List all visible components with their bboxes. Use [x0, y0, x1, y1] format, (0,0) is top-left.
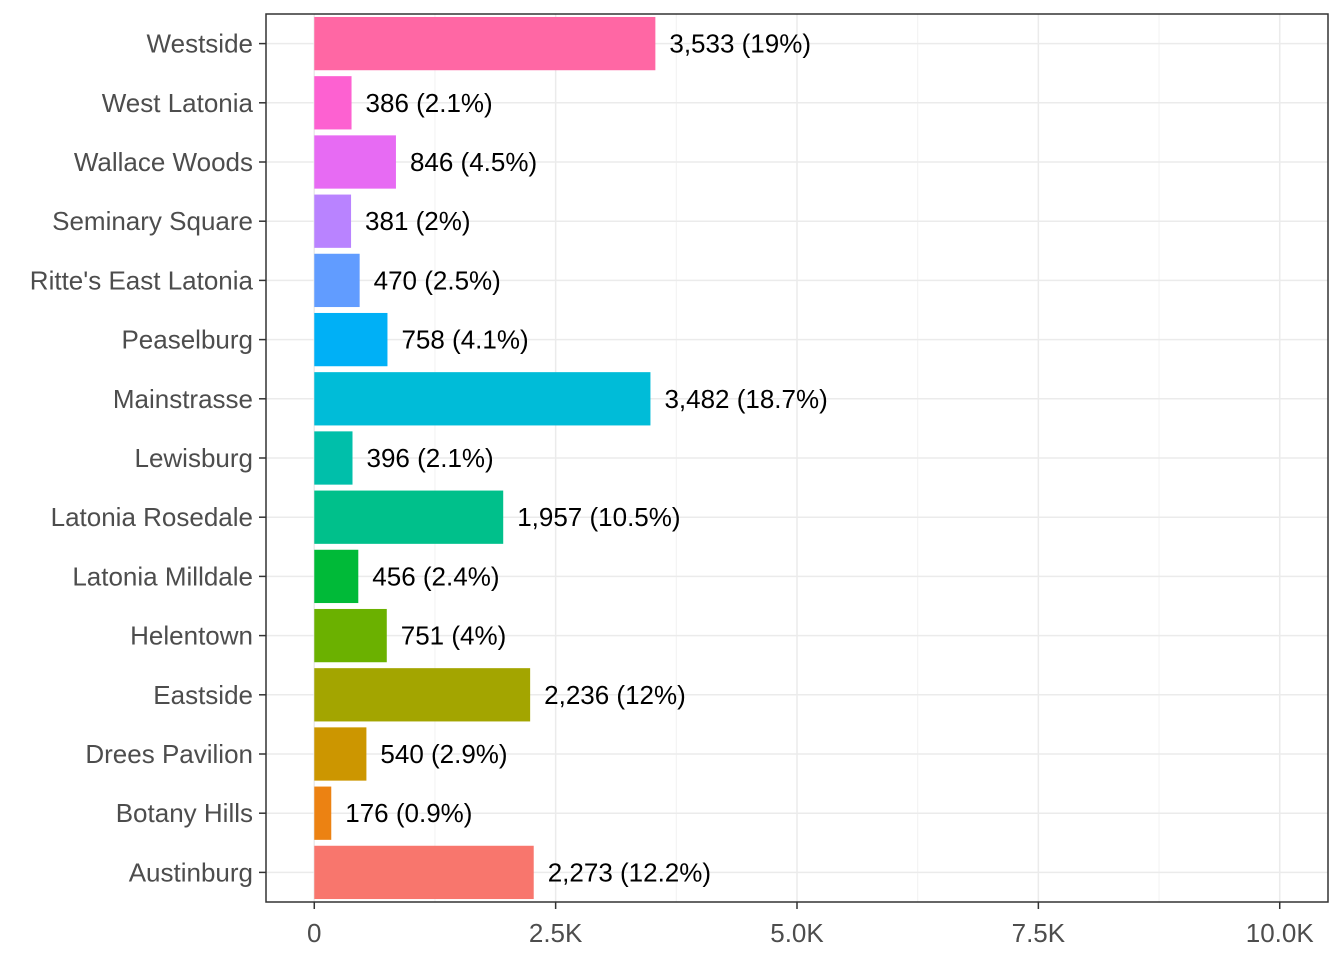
bar-mainstrasse — [314, 372, 651, 426]
category-label-seminary-square: Seminary Square — [52, 206, 253, 236]
category-label-ritte-s-east-latonia: Ritte's East Latonia — [30, 265, 254, 295]
data-label-westside: 3,533 (19%) — [669, 29, 811, 59]
bar-helentown — [314, 608, 387, 663]
x-tick-label: 7.5K — [1012, 918, 1066, 948]
data-label-botany-hills: 176 (0.9%) — [345, 798, 472, 828]
category-label-drees-pavilion: Drees Pavilion — [85, 739, 253, 769]
bar-botany-hills — [314, 786, 332, 840]
bar-westside — [314, 16, 656, 71]
bar-latonia-milldale — [314, 549, 359, 604]
bar-lewisburg — [314, 431, 353, 485]
category-label-latonia-milldale: Latonia Milldale — [72, 561, 253, 591]
category-axis: Austinburg Botany Hills Drees Pavilion East… — [30, 29, 266, 887]
data-label-peaselburg: 758 (4.1%) — [401, 325, 528, 355]
bar-eastside — [314, 668, 531, 722]
grid-lines — [266, 14, 1328, 902]
bar-peaselburg — [314, 312, 388, 367]
data-label-seminary-square: 381 (2%) — [365, 206, 471, 236]
data-label-lewisburg: 396 (2.1%) — [367, 443, 494, 473]
data-label-drees-pavilion: 540 (2.9%) — [380, 739, 507, 769]
bars — [314, 16, 656, 900]
data-label-latonia-rosedale: 1,957 (10.5%) — [517, 502, 680, 532]
x-tick-label: 5.0K — [770, 918, 824, 948]
data-label-ritte-s-east-latonia: 470 (2.5%) — [374, 265, 501, 295]
data-label-west-latonia: 386 (2.1%) — [366, 88, 493, 118]
value-axis: 0 2.5K 5.0K 7.5K 10.0K — [307, 902, 1314, 948]
category-label-lewisburg: Lewisburg — [134, 443, 253, 473]
bar-west-latonia — [314, 76, 352, 130]
bar-latonia-rosedale — [314, 490, 504, 544]
category-label-westside: Westside — [147, 29, 253, 59]
category-label-peaselburg: Peaselburg — [121, 325, 253, 355]
x-tick-label: 10.0K — [1246, 918, 1315, 948]
category-label-wallace-woods: Wallace Woods — [74, 147, 253, 177]
data-labels: 2,273 (12.2%) 176 (0.9%) 540 (2.9%) 2,236 (… — [345, 29, 828, 888]
data-label-mainstrasse: 3,482 (18.7%) — [664, 384, 827, 414]
data-label-helentown: 751 (4%) — [401, 621, 507, 651]
category-label-austinburg: Austinburg — [129, 857, 253, 887]
category-label-eastside: Eastside — [153, 680, 253, 710]
category-label-latonia-rosedale: Latonia Rosedale — [51, 502, 253, 532]
x-tick-label: 2.5K — [529, 918, 583, 948]
data-label-austinburg: 2,273 (12.2%) — [548, 857, 711, 887]
x-tick-label: 0 — [307, 918, 321, 948]
category-label-west-latonia: West Latonia — [102, 88, 254, 118]
data-label-latonia-milldale: 456 (2.4%) — [372, 561, 499, 591]
data-label-wallace-woods: 846 (4.5%) — [410, 147, 537, 177]
category-label-mainstrasse: Mainstrasse — [113, 384, 253, 414]
bar-austinburg — [314, 845, 534, 900]
bar-drees-pavilion — [314, 727, 367, 781]
bar-ritte-s-east-latonia — [314, 253, 360, 308]
data-label-eastside: 2,236 (12%) — [544, 680, 686, 710]
category-label-botany-hills: Botany Hills — [116, 798, 253, 828]
category-label-helentown: Helentown — [130, 621, 253, 651]
bar-wallace-woods — [314, 135, 396, 189]
bar-seminary-square — [314, 194, 352, 248]
